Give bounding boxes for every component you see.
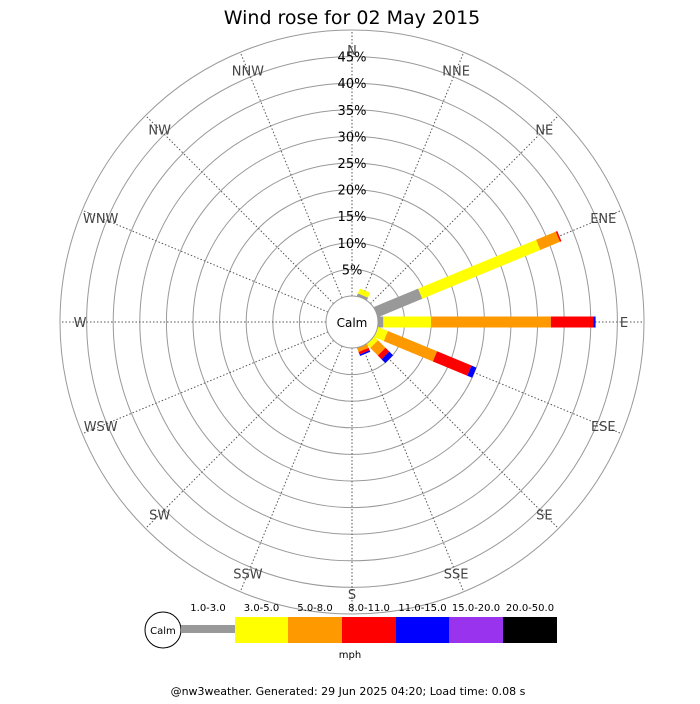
radial-tick-label: 20%: [338, 184, 367, 199]
legend-bin-label: 1.0-3.0: [190, 603, 225, 614]
direction-spokes: [60, 30, 644, 614]
legend-bin-label: 20.0-50.0: [506, 603, 554, 614]
radial-tick-label: 25%: [338, 157, 367, 172]
bar-ene-bin-1: [418, 239, 541, 299]
direction-label-ene: ENE: [590, 212, 616, 227]
legend-unit: mph: [339, 650, 361, 661]
bar-nne-bin-1: [357, 288, 371, 298]
bar-se-bin-3: [377, 347, 390, 360]
grid-circle-50: [59, 29, 645, 615]
radial-tick-label: 10%: [338, 237, 367, 252]
bar-se-bin-4: [381, 351, 394, 364]
direction-label-ese: ESE: [591, 420, 616, 435]
calm-circle: [325, 295, 379, 349]
legend-swatch-1.0-3.0: [181, 625, 235, 633]
direction-label-nnw: NNW: [232, 65, 264, 80]
legend-swatch-11.0-15.0: [396, 617, 449, 643]
direction-label-ne: NE: [535, 124, 553, 139]
bar-ese-bin-4: [467, 365, 477, 378]
bar-nne-bin-0: [356, 293, 369, 301]
bar-sse-bin-2: [356, 343, 369, 353]
spoke-wnw: [82, 209, 329, 313]
direction-label-n: N: [347, 44, 357, 59]
legend-bin-label: 11.0-15.0: [398, 603, 446, 614]
direction-label-wnw: WNW: [83, 212, 119, 227]
bar-ese-bin-3: [432, 351, 472, 376]
direction-label-nw: NW: [148, 124, 171, 139]
bar-sse-bin-4: [359, 350, 371, 356]
direction-label-e: E: [620, 316, 628, 331]
bar-e-bin-2: [431, 316, 551, 328]
calm-label: Calm: [337, 316, 368, 330]
spoke-sse: [361, 345, 465, 592]
direction-label-se: SE: [536, 508, 552, 523]
spoke-se: [370, 340, 559, 529]
legend-swatch-3.0-5.0: [235, 617, 288, 643]
bar-e-bin-3: [550, 316, 594, 328]
radial-tick-label: 40%: [338, 77, 367, 92]
direction-label-sw: SW: [149, 508, 170, 523]
wind-bars: [356, 231, 596, 378]
spoke-nne: [361, 52, 465, 299]
direction-label-nne: NNE: [442, 65, 470, 80]
legend-swatch-5.0-8.0: [288, 617, 342, 643]
spoke-ese: [375, 331, 622, 435]
direction-label-w: W: [74, 316, 87, 331]
legend-bin-label: 15.0-20.0: [452, 603, 500, 614]
speed-legend: Calm 1.0-3.0 3.0-5.0 5.0-8.0 8.0-11.0 11.0-1…: [144, 603, 557, 661]
bar-ene-bin-3: [555, 231, 562, 242]
legend-calm-label: Calm: [150, 626, 176, 637]
direction-label-s: S: [348, 588, 356, 603]
spoke-sw: [145, 340, 334, 529]
legend-bin-label: 3.0-5.0: [244, 603, 279, 614]
bar-sse-bin-3: [358, 347, 370, 355]
bar-ese-bin-1: [373, 326, 388, 342]
bar-ene-bin-2: [536, 231, 560, 250]
bar-se-bin-2: [370, 340, 386, 356]
radial-tick-labels: 5% 10% 15% 20% 25% 30% 35% 40% 45%: [338, 51, 367, 279]
direction-label-ssw: SSW: [233, 567, 263, 582]
bar-e-bin-4: [593, 316, 596, 328]
radial-tick-label: 5%: [342, 263, 363, 278]
spoke-nw: [145, 115, 334, 304]
radial-tick-label: 35%: [338, 104, 367, 119]
direction-label-sse: SSE: [444, 567, 469, 582]
radial-tick-label: 45%: [338, 51, 367, 66]
direction-labels: N NNE NE ENE E ESE SE SSE S SSW SW WSW W WNW NW NNW: [74, 44, 629, 603]
legend-bin-label: 5.0-8.0: [297, 603, 332, 614]
legend-swatch-20.0-50.0: [503, 617, 557, 643]
bar-se-bin-1: [366, 336, 379, 349]
legend-bin-label: 8.0-11.0: [348, 603, 390, 614]
spoke-ne: [370, 115, 559, 304]
legend-swatch-8.0-11.0: [342, 617, 396, 643]
footer-credit: @nw3weather. Generated: 29 Jun 2025 04:2…: [171, 685, 526, 698]
direction-label-wsw: WSW: [84, 420, 118, 435]
radial-tick-label: 15%: [338, 210, 367, 225]
legend-swatch-15.0-20.0: [449, 617, 503, 643]
spoke-ssw: [239, 345, 343, 592]
spoke-nnw: [239, 52, 343, 299]
chart-title: Wind rose for 02 May 2015: [224, 7, 481, 29]
bar-ene-bin-0: [373, 288, 423, 318]
radial-tick-label: 30%: [338, 130, 367, 145]
bar-e-bin-0: [378, 316, 384, 328]
bar-ese-bin-2: [383, 330, 438, 362]
spoke-wsw: [82, 331, 329, 435]
bar-e-bin-1: [383, 316, 432, 328]
